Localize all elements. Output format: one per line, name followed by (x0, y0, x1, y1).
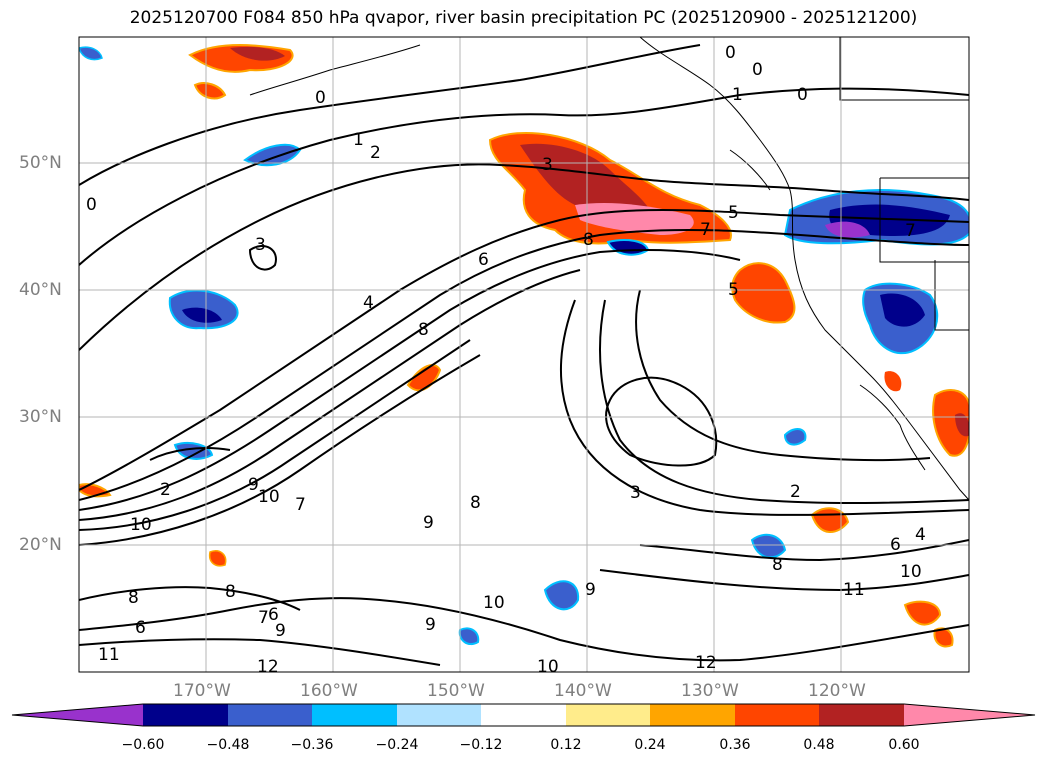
qvapor-contours (79, 44, 969, 666)
lon-label-170w: 170°W (173, 681, 231, 701)
contour-label: 10 (537, 657, 559, 677)
lat-label-20n: 20°N (19, 535, 62, 555)
colorbar-extend-min (12, 704, 143, 726)
contour-label: 3 (255, 235, 266, 255)
contour-label: 10 (900, 562, 922, 582)
contour-label: 0 (725, 43, 736, 63)
contour-labels: 1 2 3 5 6 7 8 8 4 3 1 0 5 3 2 6 4 10 11 … (86, 43, 926, 677)
contour-label: 11 (98, 645, 120, 665)
contour-label: 7 (258, 608, 269, 628)
contour-label: 7 (295, 495, 306, 515)
contour-label: 8 (128, 588, 139, 608)
contour-label: 6 (268, 605, 279, 625)
colorbar-outline (11, 703, 1036, 727)
colorbar (11, 703, 1036, 727)
colorbar-tick: −0.36 (290, 737, 334, 753)
contour-label: 5 (728, 280, 739, 300)
contour-label: 4 (915, 525, 926, 545)
contour-label: 6 (478, 250, 489, 270)
colorbar-tick: −0.12 (459, 737, 503, 753)
graticule (79, 37, 969, 672)
contour-label: 1 (732, 85, 743, 105)
map-title: 2025120700 F084 850 hPa qvapor, river ba… (129, 8, 918, 28)
colorbar-tick: −0.60 (121, 737, 165, 753)
lat-label-50n: 50°N (19, 153, 62, 173)
contour-label: 0 (86, 195, 97, 215)
colorbar-segment (566, 704, 650, 726)
colorbar-extend-max (904, 704, 1035, 726)
contour-label: 8 (772, 555, 783, 575)
lon-label-150w: 150°W (427, 681, 485, 701)
contour-label: 0 (752, 60, 763, 80)
lon-label-130w: 130°W (681, 681, 739, 701)
contour-label: 5 (728, 203, 739, 223)
colorbar-tick: −0.48 (206, 737, 250, 753)
contour-label: 8 (418, 320, 429, 340)
contour-label: 1 (353, 130, 364, 150)
contour-label: 11 (843, 580, 865, 600)
colorbar-tick: −0.24 (375, 737, 419, 753)
contour-label: 8 (225, 582, 236, 602)
contour-label: 0 (797, 85, 808, 105)
colorbar-segment (397, 704, 481, 726)
colorbar-tick: 0.60 (888, 737, 920, 753)
contour-label: 7 (700, 220, 711, 240)
colorbar-segment (143, 704, 228, 726)
lon-label-120w: 120°W (808, 681, 866, 701)
colorbar-segment (819, 704, 904, 726)
contour-label: 8 (470, 493, 481, 513)
contour-label: 6 (135, 618, 146, 638)
lon-label-140w: 140°W (554, 681, 612, 701)
precip-shading (79, 44, 969, 648)
coastlines (249, 37, 969, 501)
contour-label: 0 (315, 88, 326, 108)
contour-label: 9 (248, 475, 259, 495)
map-frame (78, 36, 970, 673)
colorbar-tick: 0.24 (634, 737, 666, 753)
contour-label: 9 (425, 615, 436, 635)
contour-label: 9 (423, 513, 434, 533)
contour-label: 7 (905, 221, 916, 241)
contour-label: 12 (257, 657, 279, 677)
contour-label: 4 (363, 293, 374, 313)
colorbar-tick: 0.48 (803, 737, 835, 753)
colorbar-segment (228, 704, 312, 726)
contour-label: 8 (583, 230, 594, 250)
colorbar-segment (312, 704, 397, 726)
colorbar-segment (735, 704, 819, 726)
lat-label-40n: 40°N (19, 280, 62, 300)
contour-label: 2 (790, 482, 801, 502)
contour-label: 9 (275, 621, 286, 641)
contour-label: 2 (160, 480, 171, 500)
contour-label: 9 (585, 580, 596, 600)
lon-label-160w: 160°W (300, 681, 358, 701)
contour-label: 10 (483, 593, 505, 613)
colorbar-tick: 0.36 (719, 737, 751, 753)
contour-label: 6 (890, 535, 901, 555)
contour-label: 12 (695, 653, 717, 673)
contour-label: 10 (130, 515, 152, 535)
contour-label: 2 (370, 143, 381, 163)
contour-label: 10 (258, 487, 280, 507)
colorbar-tick: 0.12 (550, 737, 582, 753)
colorbar-segment (650, 704, 735, 726)
lat-label-30n: 30°N (19, 407, 62, 427)
colorbar-segment (481, 704, 566, 726)
contour-label: 3 (542, 155, 553, 175)
contour-label: 3 (630, 483, 641, 503)
